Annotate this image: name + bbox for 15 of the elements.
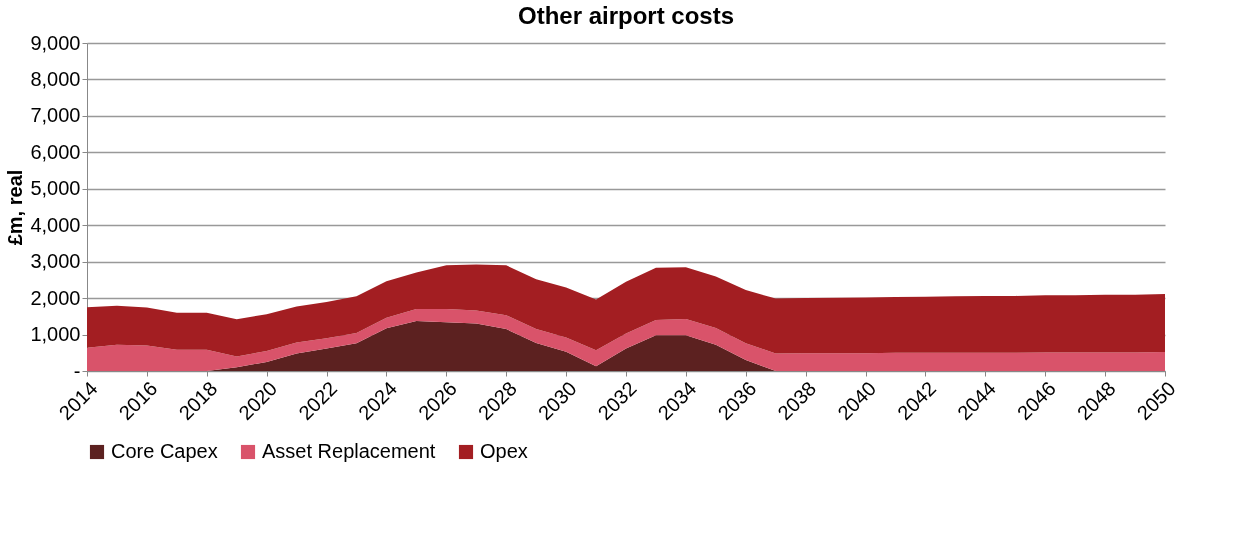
y-tick-label: 8,000: [30, 67, 81, 90]
y-tick-label: 3,000: [30, 250, 81, 273]
chart-title: Other airport costs: [517, 2, 735, 29]
legend-label: Opex: [480, 440, 528, 462]
y-tick-label: 9,000: [30, 31, 81, 54]
y-tick-label: 2,000: [30, 286, 81, 309]
y-tick-label: 1,000: [30, 323, 81, 346]
y-axis-title: £m, real: [4, 169, 27, 246]
legend-label: Asset Replacement: [262, 440, 436, 462]
y-tick-label: 7,000: [30, 104, 81, 127]
y-tick-label: 4,000: [30, 213, 81, 236]
y-tick-label: -: [73, 359, 81, 382]
legend-label: Core Capex: [111, 440, 218, 462]
y-tick-label: 6,000: [30, 140, 81, 163]
y-tick-label: 5,000: [30, 177, 81, 200]
